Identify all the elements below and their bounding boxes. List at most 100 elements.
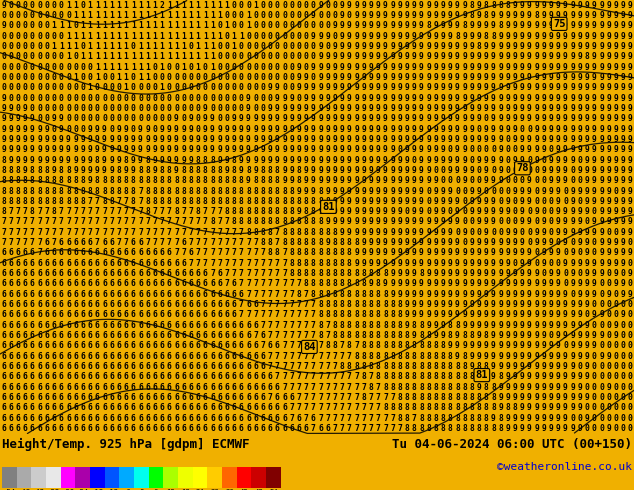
Text: 6: 6 (145, 372, 150, 381)
Text: 6: 6 (275, 393, 280, 402)
Text: 6: 6 (87, 403, 93, 413)
Text: 9: 9 (491, 238, 496, 247)
Text: 9: 9 (231, 114, 236, 123)
Text: 8: 8 (210, 166, 215, 175)
Text: 8: 8 (297, 228, 301, 237)
Text: 9: 9 (606, 155, 611, 165)
Text: 9: 9 (578, 403, 583, 413)
Text: 1: 1 (109, 11, 114, 20)
Text: 6: 6 (16, 321, 20, 330)
Text: 9: 9 (44, 135, 49, 144)
Text: 0: 0 (578, 197, 583, 206)
Text: 6: 6 (131, 393, 136, 402)
Text: 6: 6 (44, 383, 49, 392)
Text: 6: 6 (261, 424, 266, 433)
Text: 7: 7 (340, 414, 345, 423)
Text: 9: 9 (376, 114, 380, 123)
Text: 9: 9 (448, 52, 453, 61)
Text: 9: 9 (599, 248, 604, 257)
Text: 9: 9 (318, 73, 323, 82)
Text: 9: 9 (548, 424, 553, 433)
Text: 0: 0 (289, 63, 294, 72)
Text: 9: 9 (498, 124, 503, 134)
Text: 9: 9 (527, 187, 532, 196)
Text: 8: 8 (318, 310, 323, 319)
Text: 6: 6 (102, 362, 107, 371)
Text: 8: 8 (434, 393, 438, 402)
Text: 9: 9 (412, 197, 417, 206)
Text: 6: 6 (16, 310, 20, 319)
Text: 9: 9 (448, 73, 453, 82)
Text: 6: 6 (254, 424, 258, 433)
Text: 6: 6 (66, 279, 71, 289)
Text: 8: 8 (325, 228, 330, 237)
Text: 9: 9 (398, 21, 403, 30)
Text: 7: 7 (30, 238, 35, 247)
Text: 8: 8 (289, 197, 294, 206)
Text: 8: 8 (95, 187, 100, 196)
Text: 8: 8 (398, 383, 403, 392)
Text: 9: 9 (520, 218, 525, 226)
Text: 9: 9 (578, 342, 583, 350)
Text: 6: 6 (138, 352, 143, 361)
Text: 9: 9 (498, 166, 503, 175)
Bar (193, 467, 207, 488)
Text: 9: 9 (563, 424, 568, 433)
Text: 6: 6 (152, 269, 157, 278)
Text: 8: 8 (59, 187, 63, 196)
Text: 1: 1 (181, 11, 186, 20)
Text: 9: 9 (606, 383, 611, 392)
Text: 6: 6 (73, 248, 78, 257)
Text: 7: 7 (318, 362, 323, 371)
Text: 9: 9 (419, 155, 424, 165)
Text: 9: 9 (455, 0, 460, 10)
Text: 6: 6 (181, 352, 186, 361)
Text: 9: 9 (398, 11, 403, 20)
Text: 9: 9 (628, 42, 633, 51)
Text: 6: 6 (117, 269, 121, 278)
Text: 6: 6 (167, 414, 172, 423)
Text: 0: 0 (37, 42, 42, 51)
Text: 0: 0 (66, 124, 71, 134)
Text: 7: 7 (347, 383, 352, 392)
Text: 8: 8 (268, 238, 273, 247)
Text: 9: 9 (441, 124, 446, 134)
Text: 8: 8 (261, 207, 266, 216)
Text: 9: 9 (383, 83, 388, 92)
Text: 1: 1 (81, 11, 86, 20)
Text: 9: 9 (426, 279, 431, 289)
Text: 6: 6 (81, 321, 86, 330)
Text: 0: 0 (224, 11, 230, 20)
Text: 9: 9 (606, 94, 611, 102)
Text: 8: 8 (44, 187, 49, 196)
Text: 8: 8 (311, 218, 316, 226)
Text: 7: 7 (368, 403, 373, 413)
Text: 7: 7 (188, 259, 193, 268)
Text: 9: 9 (541, 52, 547, 61)
Text: 6: 6 (181, 238, 186, 247)
Text: 81: 81 (476, 370, 488, 380)
Text: 9: 9 (527, 393, 532, 402)
Text: 6: 6 (224, 424, 230, 433)
Text: 7: 7 (239, 279, 244, 289)
Text: 9: 9 (412, 32, 417, 41)
Text: 9: 9 (606, 104, 611, 113)
Text: 78: 78 (516, 163, 529, 173)
Text: 9: 9 (491, 73, 496, 82)
Text: 6: 6 (102, 403, 107, 413)
Text: 9: 9 (455, 197, 460, 206)
Text: 8: 8 (231, 176, 236, 185)
Text: 6: 6 (117, 342, 121, 350)
Text: 9: 9 (578, 42, 583, 51)
Text: 8: 8 (160, 166, 165, 175)
Text: 9: 9 (534, 21, 539, 30)
Text: 6: 6 (16, 290, 20, 299)
Text: 0: 0 (59, 104, 63, 113)
Text: 9: 9 (434, 104, 438, 113)
Text: 9: 9 (376, 83, 380, 92)
Text: 9: 9 (333, 21, 337, 30)
Text: 6: 6 (196, 300, 200, 309)
Text: 9: 9 (398, 259, 403, 268)
Text: 0: 0 (23, 83, 28, 92)
Text: 9: 9 (556, 94, 561, 102)
